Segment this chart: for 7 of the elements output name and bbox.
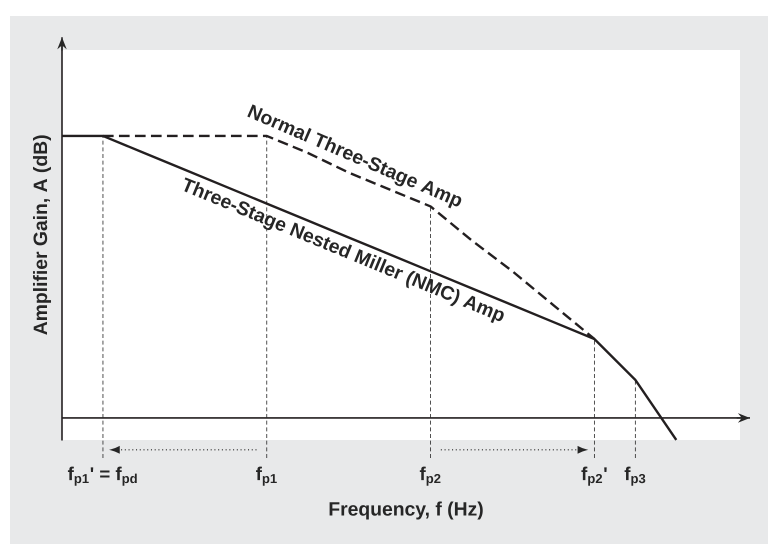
x-tick-label: f$_{p1}$' = f$_{pd}$: [68, 466, 137, 486]
x-tick-label: f$_{p2}$': [581, 466, 607, 486]
x-axis-title: Frequency, f (Hz): [330, 502, 483, 520]
x-tick-label: f$_{p3}$: [624, 466, 646, 486]
x-tick-label: f$_{p1}$: [256, 466, 277, 486]
x-tick-label: f$_{p2}$: [420, 466, 440, 486]
y-axis-title: Amplifier Gain, A (dB): [32, 135, 52, 335]
